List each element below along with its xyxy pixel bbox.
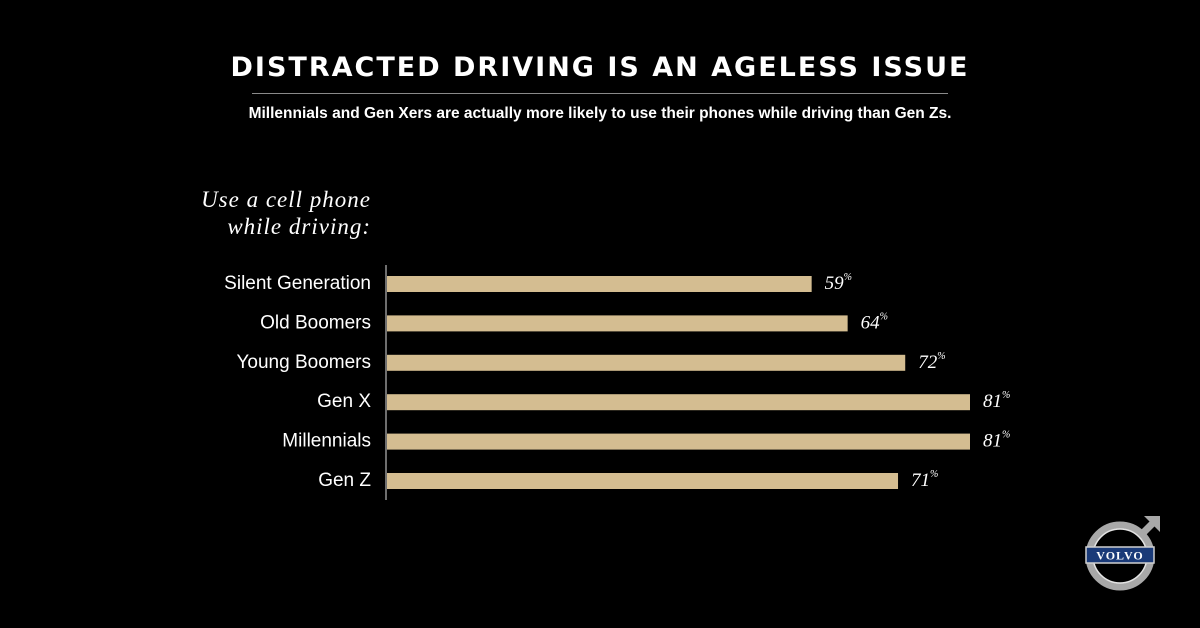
- bar: [387, 276, 812, 292]
- value-label: 81%: [983, 390, 1010, 412]
- value-label: 81%: [983, 430, 1010, 452]
- title-divider: [252, 93, 948, 94]
- value-label: 64%: [861, 312, 888, 334]
- value-label: 72%: [918, 351, 945, 373]
- value-label: 71%: [911, 469, 938, 491]
- category-label: Silent Generation: [224, 273, 371, 294]
- volvo-logo: VOLVO: [1085, 516, 1160, 591]
- bar: [387, 394, 970, 411]
- logo-text: VOLVO: [1096, 549, 1143, 563]
- chart-title: DISTRACTED DRIVING IS AN AGELESS ISSUE: [230, 52, 970, 83]
- chart-question-label: Use a cell phone while driving:: [201, 187, 371, 239]
- bar: [387, 354, 906, 371]
- category-label: Young Boomers: [236, 352, 371, 373]
- chart-subtitle: Millennials and Gen Xers are actually mo…: [248, 105, 952, 122]
- category-label: Gen X: [317, 391, 371, 412]
- bar: [387, 315, 848, 332]
- category-label: Old Boomers: [260, 312, 371, 333]
- bar: [387, 433, 970, 450]
- bar: [387, 473, 899, 489]
- category-label: Gen Z: [318, 470, 371, 491]
- category-label: Millennials: [282, 431, 371, 452]
- value-label: 59%: [825, 272, 852, 294]
